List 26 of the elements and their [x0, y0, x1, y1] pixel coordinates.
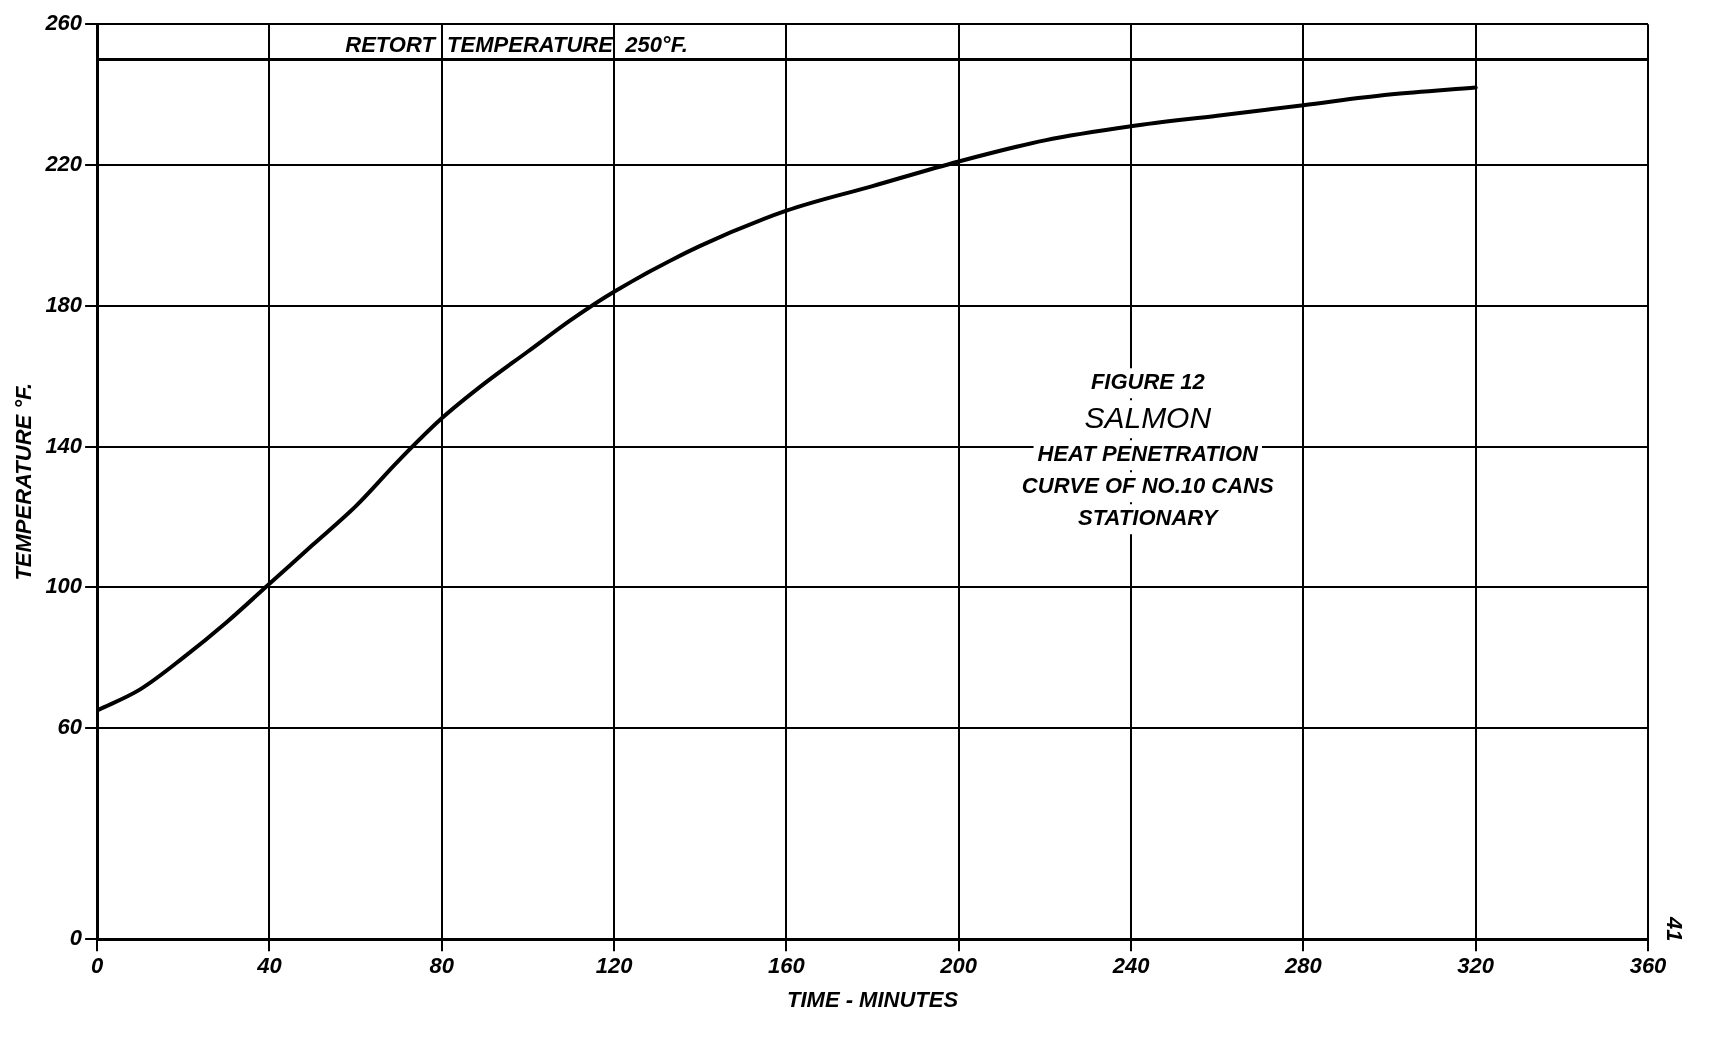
- y-tick-label: 180: [45, 291, 83, 317]
- ref-line-label: RETORT TEMPERATURE 250°F.: [345, 32, 688, 58]
- y-tick-label: 260: [44, 10, 83, 36]
- annotation: STATIONARY: [1078, 505, 1220, 531]
- annotation: FIGURE 12: [1090, 369, 1206, 395]
- x-tick-label: 240: [1111, 953, 1151, 979]
- x-tick-label: 120: [595, 953, 634, 979]
- x-tick-label: 160: [768, 953, 806, 979]
- x-tick-label: 200: [939, 953, 978, 979]
- y-axis-title: TEMPERATURE °F.: [11, 382, 37, 581]
- annotation: CURVE OF NO.10 CANS: [1021, 473, 1274, 499]
- annotation: SALMON: [1084, 400, 1212, 434]
- x-tick-label: 80: [429, 953, 455, 979]
- y-tick-label: 60: [57, 714, 83, 740]
- x-axis-title: TIME - MINUTES: [787, 986, 959, 1012]
- x-tick-label: 320: [1457, 953, 1495, 979]
- y-tick-label: 140: [45, 432, 83, 458]
- x-tick-label: 280: [1284, 953, 1323, 979]
- text: 41: [1661, 915, 1687, 942]
- x-tick-label: 360: [1629, 953, 1668, 979]
- x-tick-label: 0: [90, 953, 104, 979]
- y-tick-label: 220: [44, 151, 83, 177]
- x-tick-label: 40: [256, 953, 283, 979]
- y-tick-label: 0: [69, 925, 83, 951]
- annotation: HEAT PENETRATION: [1037, 441, 1260, 467]
- y-tick-label: 100: [45, 573, 83, 599]
